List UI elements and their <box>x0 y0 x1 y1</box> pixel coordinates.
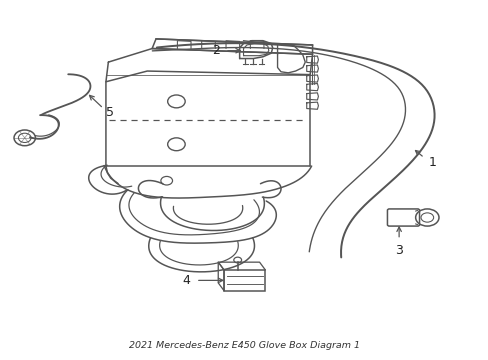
Text: 2: 2 <box>212 44 220 57</box>
Text: 3: 3 <box>394 244 402 257</box>
Text: 2021 Mercedes-Benz E450 Glove Box Diagram 1: 2021 Mercedes-Benz E450 Glove Box Diagra… <box>129 341 359 350</box>
Text: 1: 1 <box>427 156 435 168</box>
Text: 5: 5 <box>106 106 114 120</box>
Bar <box>224 270 265 291</box>
Text: 4: 4 <box>182 274 190 287</box>
